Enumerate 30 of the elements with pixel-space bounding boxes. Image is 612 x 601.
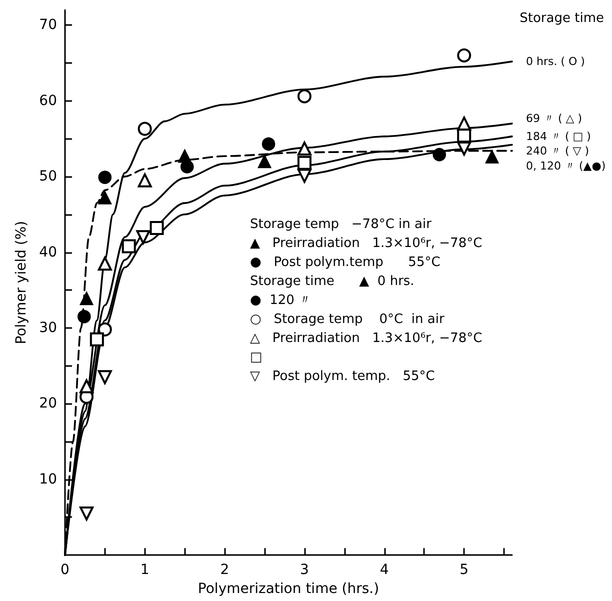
y-axis-title: Polymer yield (%)	[13, 220, 30, 344]
y-tick-label: 30	[39, 320, 57, 336]
y-tick-label: 60	[39, 92, 57, 109]
legend-title: Storage time	[520, 11, 604, 26]
series-label: 184 〃 ( □ )	[526, 130, 591, 143]
annotation: ● Post polym.temp 55°C	[250, 255, 440, 270]
y-tick-label: 70	[39, 17, 57, 34]
series-label: 0, 120 〃 (▲●)	[526, 159, 606, 172]
y-tick-label: 50	[39, 168, 57, 185]
y-tick-label: 20	[39, 396, 57, 412]
annotation: ▽ Post polym. temp. 55°C	[250, 369, 435, 384]
x-tick-label: 1	[140, 562, 150, 578]
x-tick-label: 2	[220, 562, 230, 578]
annotation: ○ Storage temp 0°C in air	[250, 312, 445, 327]
y-tick-label: 10	[39, 471, 57, 488]
annotation: Storage time ▲ 0 hrs.	[250, 274, 414, 289]
x-tick-label: 5	[460, 562, 469, 578]
annotation: △ Preirradiation 1.3×10⁶r, −78°C	[250, 331, 482, 346]
x-tick-label: 4	[380, 562, 389, 578]
annotation: ● 120 〃	[250, 293, 312, 308]
series-label: 69 〃 ( △ )	[526, 112, 582, 126]
x-tick-label: 3	[300, 562, 309, 578]
annotation: Storage temp −78°C in air	[250, 217, 432, 232]
y-tick-label: 40	[39, 244, 57, 260]
x-tick-label: 0	[60, 562, 70, 578]
series-label: 0 hrs. ( O )	[526, 54, 585, 68]
annotation: ▲ Preirradiation 1.3×10⁶r, −78°C	[250, 236, 482, 251]
x-axis-title: Polymerization time (hrs.)	[198, 581, 380, 597]
series-label: 240 〃 ( ▽ )	[526, 144, 590, 158]
annotation: □	[250, 350, 262, 365]
